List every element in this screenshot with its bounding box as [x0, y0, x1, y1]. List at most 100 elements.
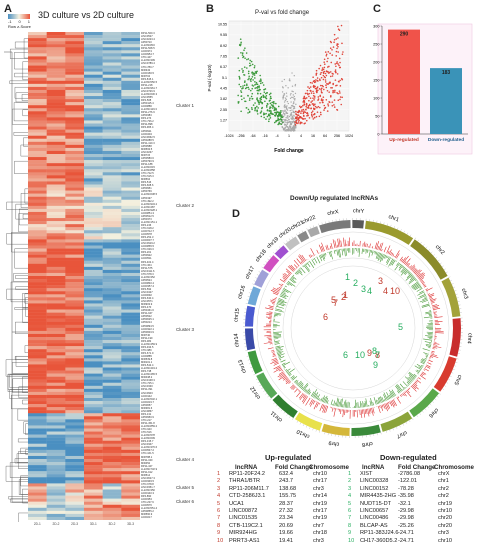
heatmap-cell [102, 315, 122, 319]
track-down [397, 384, 403, 392]
heatmap-cell [84, 147, 103, 152]
volcano-point-down [263, 91, 266, 93]
heatmap-cell [46, 349, 66, 353]
column-label: 3D-1 [89, 522, 97, 526]
track-down [372, 401, 374, 406]
track-down [358, 248, 361, 257]
heatmap-cell [102, 440, 122, 444]
heatmap-cell [28, 208, 47, 213]
volcano-point-up [309, 86, 312, 88]
volcano-point [291, 72, 293, 74]
volcano-x-tick: 64 [323, 134, 327, 138]
bar-category-label: Down-regulated [428, 137, 464, 143]
heatmap-cell [65, 86, 85, 91]
volcano-point [285, 106, 288, 109]
track-up [312, 255, 314, 257]
heatmap-cell [84, 65, 103, 69]
heatmap-cell [28, 242, 47, 246]
table-cell-lncrna: MIR924HG [229, 530, 257, 537]
track-down [419, 290, 424, 294]
volcano-point-up [323, 104, 326, 107]
bar-y-tick: 300 [373, 24, 379, 28]
chromosome-tick [439, 262, 442, 265]
heatmap-cell [84, 169, 103, 173]
track-up [391, 399, 396, 407]
volcano-point-down [257, 92, 259, 95]
track-up [412, 268, 417, 273]
track-up [400, 394, 402, 397]
track-down [273, 334, 281, 336]
heatmap-cell [102, 474, 122, 478]
heatmap-cell [65, 71, 85, 75]
heatmap-cell [121, 340, 140, 344]
volcano-point-down [269, 92, 272, 95]
heatmap-cell [28, 468, 47, 472]
track-down [340, 398, 343, 408]
volcano-point-up [321, 99, 323, 102]
volcano-point [288, 79, 291, 82]
volcano-point-up [315, 79, 317, 81]
heatmap-cell [84, 53, 103, 57]
dendrogram-branch [18, 479, 28, 495]
track-down [404, 376, 412, 383]
chromosome-tick [298, 232, 301, 234]
volcano-point-down [266, 103, 269, 105]
chromosome-tick [437, 259, 440, 262]
track-down [316, 256, 321, 264]
heatmap-cell [102, 401, 122, 405]
heatmap-cell [65, 227, 85, 231]
track-down [391, 389, 396, 396]
heatmap-cell [28, 480, 47, 484]
heatmap-cell [121, 65, 140, 69]
heatmap-cell [121, 413, 140, 417]
track-up [270, 299, 276, 302]
column-label: 2D-2 [52, 522, 60, 526]
chromosome-tick [422, 410, 424, 413]
heatmap-cell [121, 294, 140, 298]
volcano-point-down [276, 111, 279, 113]
track-down [377, 397, 381, 404]
chromosome-segment [449, 318, 461, 357]
track-down [291, 376, 295, 380]
heatmap-cell [46, 352, 66, 356]
volcano-point-up [320, 76, 323, 79]
volcano-point [289, 94, 292, 96]
track-down [408, 372, 416, 379]
volcano-point-up [312, 118, 315, 120]
volcano-point [287, 87, 289, 89]
heatmap-cell [121, 218, 140, 222]
track-down [323, 396, 326, 403]
circos-title: Down/Up regulated lncRNAs [290, 195, 379, 202]
heatmap-cell [28, 83, 47, 88]
track-down [328, 251, 331, 257]
volcano-point-down [251, 92, 254, 95]
heatmap-cell [46, 495, 66, 499]
heatmap-cell [46, 291, 66, 295]
volcano-point [291, 85, 294, 87]
volcano-point-up [338, 90, 341, 92]
heatmap-cell [84, 105, 103, 109]
track-down [276, 303, 285, 307]
heatmap-cell [65, 224, 85, 228]
heatmap-cell [65, 53, 85, 57]
track-down [419, 293, 426, 298]
track-down [405, 274, 413, 281]
chromosome-tick [257, 381, 260, 384]
track-up [325, 245, 328, 251]
volcano-point [283, 93, 285, 95]
heatmap-cell [121, 53, 140, 57]
volcano-point-down [256, 89, 259, 92]
volcano-point [292, 96, 294, 99]
heatmap-cell [28, 123, 47, 127]
volcano-point [288, 78, 291, 80]
heatmap-cell [84, 349, 103, 353]
volcano-point-up [337, 37, 339, 39]
volcano-point-up [311, 110, 314, 112]
heatmap-cell [28, 80, 47, 85]
heatmap-cell [28, 471, 47, 475]
heatmap-cell [28, 315, 47, 319]
heatmap-cell [84, 285, 103, 289]
down-regulated-table: lncRNA Fold Change Chromosome 1 XIST -2786… [346, 464, 478, 549]
track-up [432, 305, 440, 308]
heatmap-cell [28, 462, 47, 466]
